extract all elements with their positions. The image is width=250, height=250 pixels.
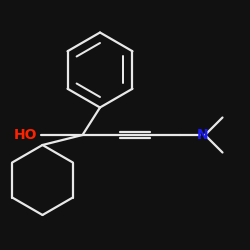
Text: HO: HO <box>14 128 38 142</box>
Text: N: N <box>197 128 208 142</box>
